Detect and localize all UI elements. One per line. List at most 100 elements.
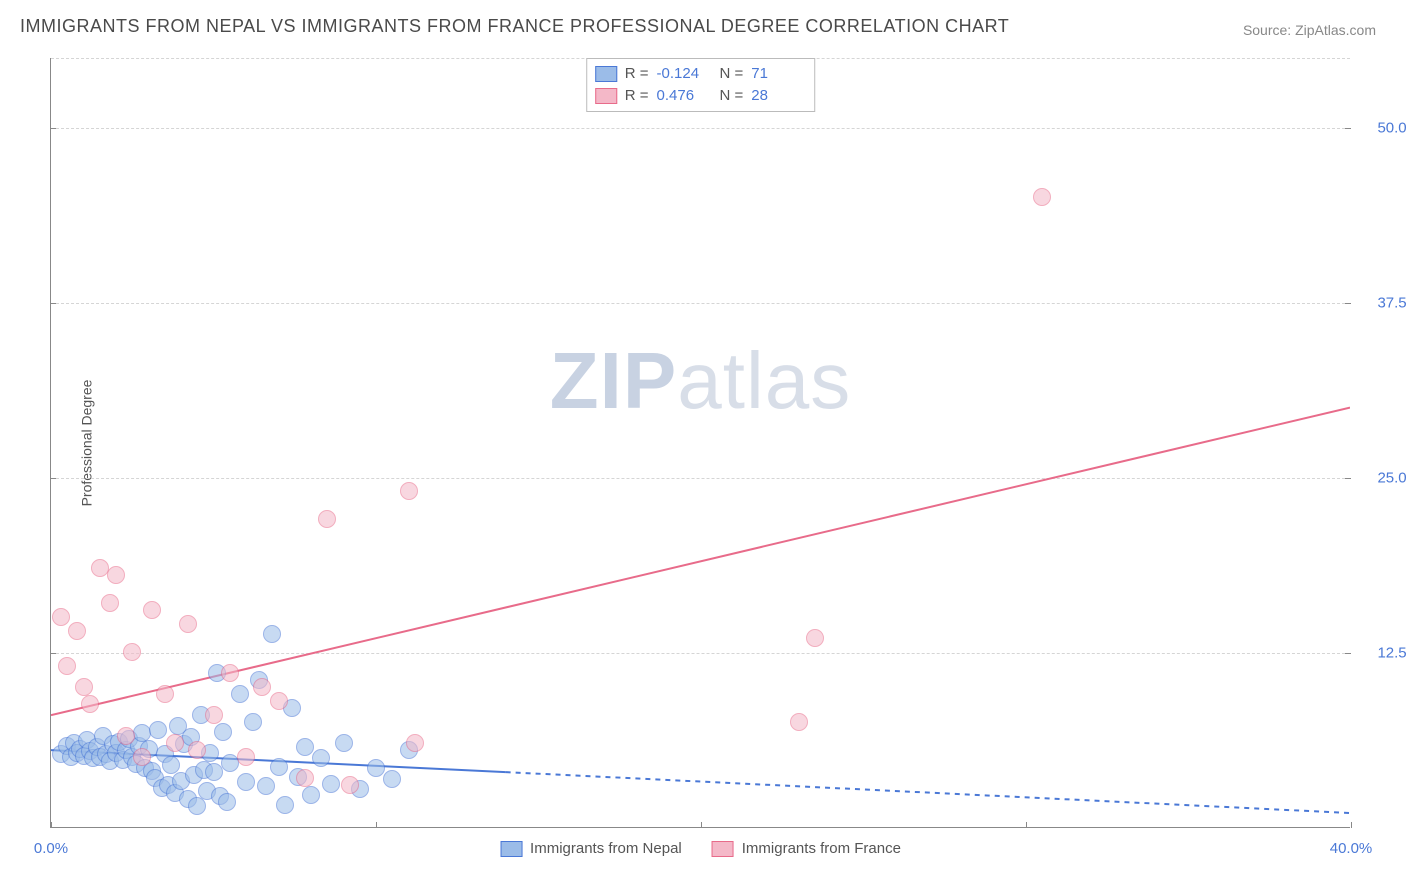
n-label: N = bbox=[720, 63, 744, 85]
swatch-france bbox=[595, 88, 617, 104]
source-name: ZipAtlas.com bbox=[1295, 22, 1376, 38]
data-point-france bbox=[221, 664, 239, 682]
x-tick-label: 40.0% bbox=[1330, 840, 1373, 857]
trend-lines bbox=[51, 58, 1350, 827]
data-point-nepal bbox=[231, 685, 249, 703]
x-tick bbox=[1351, 822, 1352, 828]
gridline bbox=[51, 478, 1350, 479]
x-tick bbox=[376, 822, 377, 828]
legend-stat-row-nepal: R = -0.124 N = 71 bbox=[595, 63, 807, 85]
n-label: N = bbox=[720, 85, 744, 107]
data-point-france bbox=[318, 510, 336, 528]
data-point-france bbox=[400, 482, 418, 500]
y-tick bbox=[1345, 303, 1351, 304]
data-point-france bbox=[123, 643, 141, 661]
legend-correlation-box: R = -0.124 N = 71 R = 0.476 N = 28 bbox=[586, 58, 816, 112]
data-point-france bbox=[179, 615, 197, 633]
data-point-france bbox=[68, 622, 86, 640]
data-point-france bbox=[205, 706, 223, 724]
watermark: ZIPatlas bbox=[550, 335, 851, 427]
data-point-nepal bbox=[296, 738, 314, 756]
source-attribution: Source: ZipAtlas.com bbox=[1243, 22, 1376, 38]
r-value-nepal: -0.124 bbox=[657, 63, 712, 85]
data-point-nepal bbox=[322, 775, 340, 793]
data-point-nepal bbox=[270, 758, 288, 776]
legend-label-nepal: Immigrants from Nepal bbox=[530, 840, 682, 857]
data-point-france bbox=[117, 727, 135, 745]
data-point-nepal bbox=[218, 793, 236, 811]
x-tick-label: 0.0% bbox=[34, 840, 68, 857]
data-point-france bbox=[75, 678, 93, 696]
x-tick bbox=[51, 822, 52, 828]
legend-item-france: Immigrants from France bbox=[712, 840, 901, 857]
data-point-nepal bbox=[263, 625, 281, 643]
r-label: R = bbox=[625, 85, 649, 107]
swatch-france bbox=[712, 841, 734, 857]
data-point-nepal bbox=[214, 723, 232, 741]
data-point-france bbox=[133, 748, 151, 766]
data-point-france bbox=[237, 748, 255, 766]
data-point-nepal bbox=[205, 763, 223, 781]
legend-stat-row-france: R = 0.476 N = 28 bbox=[595, 85, 807, 107]
y-tick bbox=[50, 653, 56, 654]
data-point-nepal bbox=[367, 759, 385, 777]
y-axis-title: Professional Degree bbox=[78, 379, 94, 506]
data-point-france bbox=[296, 769, 314, 787]
data-point-nepal bbox=[335, 734, 353, 752]
gridline bbox=[51, 128, 1350, 129]
data-point-nepal bbox=[312, 749, 330, 767]
y-tick bbox=[50, 478, 56, 479]
y-tick bbox=[50, 128, 56, 129]
n-value-france: 28 bbox=[751, 85, 806, 107]
data-point-france bbox=[188, 741, 206, 759]
source-prefix: Source: bbox=[1243, 22, 1295, 38]
watermark-atlas: atlas bbox=[677, 336, 851, 425]
r-label: R = bbox=[625, 63, 649, 85]
data-point-france bbox=[270, 692, 288, 710]
y-tick bbox=[1345, 653, 1351, 654]
data-point-france bbox=[790, 713, 808, 731]
data-point-france bbox=[406, 734, 424, 752]
x-tick bbox=[1026, 822, 1027, 828]
data-point-nepal bbox=[302, 786, 320, 804]
y-tick bbox=[1345, 128, 1351, 129]
data-point-nepal bbox=[383, 770, 401, 788]
data-point-france bbox=[58, 657, 76, 675]
data-point-france bbox=[143, 601, 161, 619]
data-point-france bbox=[253, 678, 271, 696]
y-tick bbox=[1345, 478, 1351, 479]
n-value-nepal: 71 bbox=[751, 63, 806, 85]
r-value-france: 0.476 bbox=[657, 85, 712, 107]
y-tick-label: 25.0% bbox=[1360, 470, 1406, 487]
data-point-nepal bbox=[257, 777, 275, 795]
data-point-nepal bbox=[237, 773, 255, 791]
legend-label-france: Immigrants from France bbox=[742, 840, 901, 857]
data-point-france bbox=[1033, 188, 1051, 206]
data-point-france bbox=[101, 594, 119, 612]
swatch-nepal bbox=[595, 66, 617, 82]
chart-title: IMMIGRANTS FROM NEPAL VS IMMIGRANTS FROM… bbox=[20, 16, 1009, 37]
legend-series: Immigrants from Nepal Immigrants from Fra… bbox=[500, 840, 901, 857]
data-point-france bbox=[81, 695, 99, 713]
x-tick bbox=[701, 822, 702, 828]
y-tick-label: 50.0% bbox=[1360, 120, 1406, 137]
watermark-zip: ZIP bbox=[550, 336, 677, 425]
trend-line-nepal-dash bbox=[506, 772, 1350, 813]
data-point-france bbox=[52, 608, 70, 626]
y-tick-label: 37.5% bbox=[1360, 295, 1406, 312]
data-point-france bbox=[156, 685, 174, 703]
data-point-nepal bbox=[244, 713, 262, 731]
trend-line-france bbox=[51, 408, 1350, 716]
data-point-france bbox=[166, 734, 184, 752]
gridline bbox=[51, 303, 1350, 304]
gridline bbox=[51, 653, 1350, 654]
data-point-nepal bbox=[276, 796, 294, 814]
data-point-nepal bbox=[149, 721, 167, 739]
y-tick bbox=[50, 303, 56, 304]
data-point-france bbox=[341, 776, 359, 794]
y-tick-label: 12.5% bbox=[1360, 645, 1406, 662]
swatch-nepal bbox=[500, 841, 522, 857]
legend-item-nepal: Immigrants from Nepal bbox=[500, 840, 682, 857]
data-point-france bbox=[107, 566, 125, 584]
data-point-nepal bbox=[188, 797, 206, 815]
